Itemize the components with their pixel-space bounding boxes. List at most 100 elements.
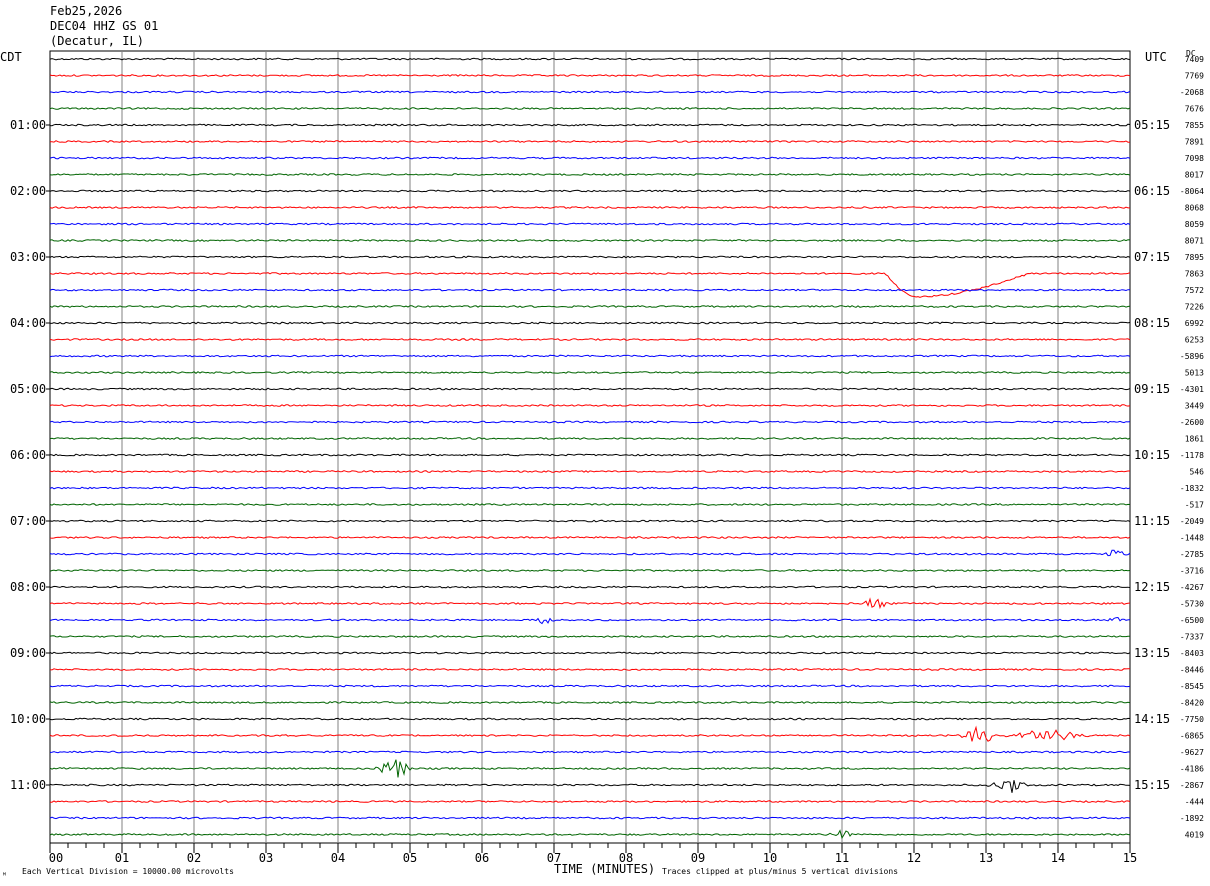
right-hour-label: 14:15 <box>1134 712 1170 726</box>
dc-offset-label: -1448 <box>1180 534 1204 543</box>
x-tick-label: 00 <box>49 851 63 865</box>
trace-47 <box>49 829 1131 840</box>
x-tick-label: 01 <box>115 851 129 865</box>
trace-6 <box>49 156 1131 160</box>
left-hour-label: 10:00 <box>10 712 46 726</box>
trace-43 <box>49 759 1131 778</box>
dc-offset-label: -6500 <box>1180 616 1204 625</box>
dc-offset-label: 1861 <box>1185 435 1204 444</box>
dc-offset-label: 7855 <box>1185 121 1204 130</box>
trace-5 <box>49 140 1131 143</box>
x-tick-label: 05 <box>403 851 417 865</box>
trace-39 <box>49 701 1131 704</box>
trace-4 <box>49 123 1131 127</box>
right-hour-label: 12:15 <box>1134 580 1170 594</box>
trace-25 <box>49 470 1130 473</box>
trace-14 <box>49 288 1131 292</box>
trace-22 <box>49 420 1131 424</box>
trace-33 <box>49 597 1131 610</box>
dc-offset-header: DC <box>1186 49 1196 58</box>
dc-offset-label: 3449 <box>1185 402 1204 411</box>
dc-offset-label: 7895 <box>1185 253 1204 262</box>
right-hour-label: 11:15 <box>1134 514 1170 528</box>
dc-offset-label: -517 <box>1185 501 1204 510</box>
dc-offset-label: -8064 <box>1180 187 1204 196</box>
dc-offset-label: 7891 <box>1185 138 1204 147</box>
trace-17 <box>49 338 1131 341</box>
right-hour-label: 15:15 <box>1134 778 1170 792</box>
left-hour-label: 06:00 <box>10 448 46 462</box>
trace-34 <box>49 616 1131 625</box>
dc-offset-label: 546 <box>1190 468 1205 477</box>
trace-32 <box>49 585 1131 589</box>
dc-offset-label: -7750 <box>1180 715 1204 724</box>
left-hour-label: 01:00 <box>10 118 46 132</box>
trace-38 <box>49 684 1131 688</box>
trace-3 <box>49 107 1131 110</box>
x-tick-label: 12 <box>907 851 921 865</box>
trace-31 <box>49 569 1131 572</box>
scale-note: Each Vertical Division = 10000.00 microv… <box>22 867 234 876</box>
trace-42 <box>49 750 1131 754</box>
dc-offset-label: 8059 <box>1185 220 1204 229</box>
right-hour-label: 06:15 <box>1134 184 1170 198</box>
trace-2 <box>49 90 1131 94</box>
dc-offset-label: -8403 <box>1180 649 1204 658</box>
trace-37 <box>49 668 1130 671</box>
dc-offset-label: -2867 <box>1180 781 1204 790</box>
dc-offset-label: -3716 <box>1180 567 1204 576</box>
dc-offset-label: -2068 <box>1180 88 1204 97</box>
dc-offset-label: 7226 <box>1185 303 1204 312</box>
dc-offset-label: 8017 <box>1185 171 1204 180</box>
left-hour-label: 09:00 <box>10 646 46 660</box>
trace-8 <box>49 189 1131 193</box>
right-hour-label: 09:15 <box>1134 382 1170 396</box>
trace-20 <box>49 387 1131 391</box>
x-tick-label: 08 <box>619 851 633 865</box>
dc-offset-label: -9627 <box>1180 748 1204 757</box>
right-hour-label: 10:15 <box>1134 448 1170 462</box>
plot-frame <box>49 50 1131 844</box>
x-tick-label: 15 <box>1123 851 1137 865</box>
trace-46 <box>49 816 1131 820</box>
x-tick-label: 10 <box>763 851 777 865</box>
corner-mark: ᴹ <box>2 871 7 880</box>
trace-16 <box>49 321 1131 325</box>
dc-offset-label: 7572 <box>1185 286 1204 295</box>
dc-offset-label: -1892 <box>1180 814 1204 823</box>
trace-28 <box>49 519 1131 523</box>
dc-offset-label: 6253 <box>1185 336 1204 345</box>
dc-offset-label: -5730 <box>1180 600 1204 609</box>
clip-note: Traces clipped at plus/minus 5 vertical … <box>662 867 899 876</box>
x-tick-label: 04 <box>331 851 345 865</box>
left-hour-label: 04:00 <box>10 316 46 330</box>
right-hour-label: 08:15 <box>1134 316 1170 330</box>
left-hour-label: 07:00 <box>10 514 46 528</box>
dc-offset-label: -8446 <box>1180 666 1204 675</box>
left-hour-label: 03:00 <box>10 250 46 264</box>
dc-offset-label: 4019 <box>1185 831 1204 840</box>
trace-10 <box>50 222 1131 226</box>
dc-offset-label: 5013 <box>1185 369 1204 378</box>
dc-offset-label: -2785 <box>1180 550 1204 559</box>
trace-45 <box>49 800 1131 803</box>
right-hour-label: 05:15 <box>1134 118 1170 132</box>
trace-27 <box>49 503 1131 506</box>
dc-offset-label: -7337 <box>1180 633 1204 642</box>
x-tick-label: 06 <box>475 851 489 865</box>
trace-12 <box>49 255 1131 259</box>
dc-offset-label: -8545 <box>1180 682 1204 691</box>
trace-36 <box>49 651 1131 655</box>
dc-offset-label: 7409 <box>1185 55 1204 64</box>
trace-11 <box>49 239 1131 242</box>
x-axis-label: TIME (MINUTES) <box>554 862 656 876</box>
left-hour-label: 08:00 <box>10 580 46 594</box>
trace-9 <box>49 206 1130 209</box>
trace-19 <box>49 371 1131 374</box>
dc-offset-label: -2600 <box>1180 418 1204 427</box>
dc-offset-label: 7769 <box>1185 72 1204 81</box>
right-hour-label: 13:15 <box>1134 646 1170 660</box>
left-hour-label: 11:00 <box>10 778 46 792</box>
left-timezone-label: CDT <box>0 50 22 64</box>
